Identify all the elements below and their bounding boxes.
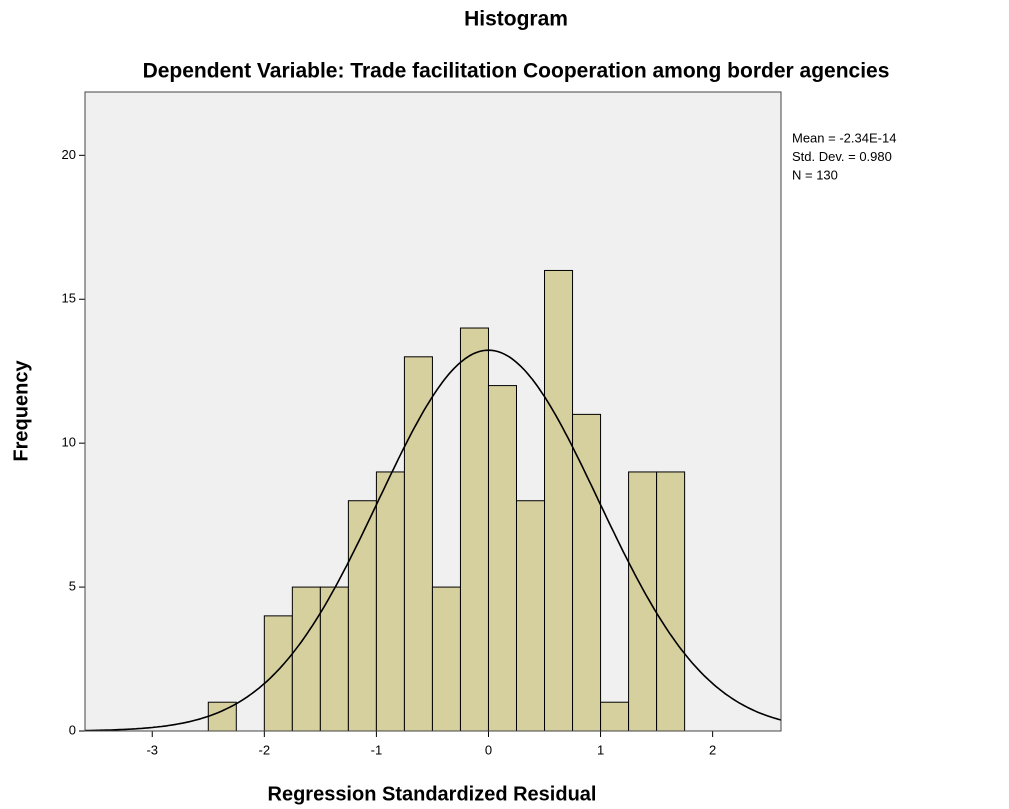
y-tick-label: 0 <box>69 722 76 737</box>
y-tick-label: 20 <box>62 147 76 162</box>
plot-frame <box>84 91 782 732</box>
x-axis-label: Regression Standardized Residual <box>268 783 597 805</box>
bar <box>656 471 686 732</box>
y-tick-label: 10 <box>62 435 76 450</box>
x-tick-label: -3 <box>146 742 158 757</box>
bar <box>628 471 658 732</box>
bar <box>544 269 574 732</box>
x-tick-label: -1 <box>371 742 383 757</box>
stat-label: Mean = -2.34E-14 <box>792 130 896 145</box>
y-tick-label: 5 <box>69 579 76 594</box>
bar <box>600 701 630 732</box>
x-tick-label: 1 <box>597 742 604 757</box>
bar <box>572 413 602 732</box>
chart-subtitle: Dependent Variable: Trade facilitation C… <box>143 60 890 83</box>
bar <box>319 586 349 732</box>
bar <box>375 471 405 732</box>
stat-label: N = 130 <box>792 167 838 182</box>
bar <box>431 586 461 732</box>
bar <box>263 615 293 732</box>
bar <box>291 586 321 732</box>
bar <box>487 385 517 732</box>
bar <box>515 500 546 732</box>
chart-title: Histogram <box>464 8 568 31</box>
stat-label: Std. Dev. = 0.980 <box>792 149 892 164</box>
y-tick-label: 15 <box>62 291 76 306</box>
x-tick-label: 2 <box>709 742 716 757</box>
normal-curve <box>84 349 782 732</box>
x-tick-label: -2 <box>259 742 271 757</box>
bar <box>459 327 489 732</box>
bar <box>403 356 433 732</box>
y-axis-label: Frequency <box>10 360 32 462</box>
x-tick-label: 0 <box>485 742 492 757</box>
